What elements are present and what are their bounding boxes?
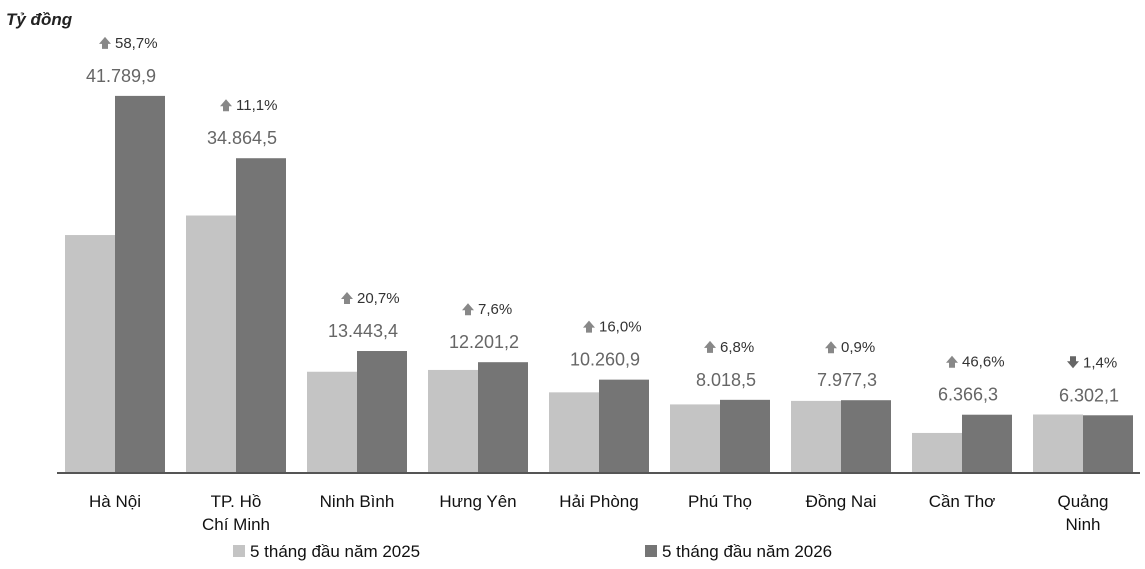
change-label-2: 20,7% [357,290,400,307]
arrow-up-icon [341,292,353,305]
bar-2025-8 [1033,414,1083,472]
legend: 5 tháng đầu năm 2025 5 tháng đầu năm 202… [233,542,832,561]
change-label-7: 46,6% [962,354,1005,371]
legend-label-2026: 5 tháng đầu năm 2026 [662,542,832,561]
value-label-0: 41.789,9 [86,66,156,86]
bar-2025-5 [670,404,720,472]
value-label-4: 10.260,9 [570,350,640,370]
category-label-1: Chí Minh [202,515,270,534]
legend-swatch-2026 [645,545,657,557]
arrow-up-icon [946,355,958,368]
bar-2026-8 [1083,415,1133,472]
change-label-6: 0,9% [841,339,875,356]
value-label-5: 8.018,5 [696,370,756,390]
change-label-3: 7,6% [478,301,512,318]
bar-2025-2 [307,371,357,472]
bar-2025-6 [791,400,841,472]
bar-2026-6 [841,400,891,472]
category-label-6: Đồng Nai [806,492,877,511]
category-labels: Hà Nội TP. Hồ Chí Minh Ninh Bình Hưng Yên Hải… [89,492,1109,534]
category-label-3: Hưng Yên [439,492,516,511]
change-label-1: 11,1% [236,97,277,114]
value-label-1: 34.864,5 [207,128,277,148]
bar-2025-3 [428,369,478,472]
arrow-down-icon [1067,356,1079,369]
bar-2026-4 [599,379,649,472]
arrow-up-icon [825,341,837,354]
y-axis-label: Tỷ đồng [6,10,73,29]
bar-2026-7 [962,414,1012,472]
value-label-2: 13.443,4 [328,321,398,341]
category-label-2: Ninh Bình [320,492,395,511]
bar-2025-0 [65,235,115,472]
category-label-7: Cần Thơ [929,492,996,511]
bar-2026-1 [236,158,286,473]
bar-2025-1 [186,215,236,472]
change-label-4: 16,0% [599,319,642,336]
category-label-8: Ninh [1066,515,1101,534]
bars-group [65,95,1133,473]
labels-group: 41.789,9 58,7% 34.864,5 11,1% 13.443,4 20,7% 1… [86,35,1119,405]
bar-2025-7 [912,432,962,472]
category-label-5: Phú Thọ [688,492,752,511]
value-label-7: 6.366,3 [938,385,998,405]
bar-2026-3 [478,362,528,472]
arrow-up-icon [99,36,111,49]
bar-2026-0 [115,95,165,472]
change-label-5: 6,8% [720,339,754,356]
change-label-8: 1,4% [1083,354,1117,371]
bar-2025-4 [549,392,599,472]
bar-2026-5 [720,399,770,472]
arrow-up-icon [704,340,716,353]
change-label-0: 58,7% [115,35,158,52]
value-label-6: 7.977,3 [817,370,877,390]
category-label-4: Hải Phòng [559,492,638,511]
category-label-1: TP. Hồ [211,492,262,511]
value-label-3: 12.201,2 [449,332,519,352]
arrow-up-icon [462,303,474,316]
legend-swatch-2025 [233,545,245,557]
arrow-up-icon [583,320,595,333]
category-label-0: Hà Nội [89,492,141,511]
category-label-8: Quảng [1057,492,1108,511]
bar-2026-2 [357,351,407,472]
legend-label-2025: 5 tháng đầu năm 2025 [250,542,420,561]
value-label-8: 6.302,1 [1059,385,1119,405]
arrow-up-icon [220,99,232,112]
